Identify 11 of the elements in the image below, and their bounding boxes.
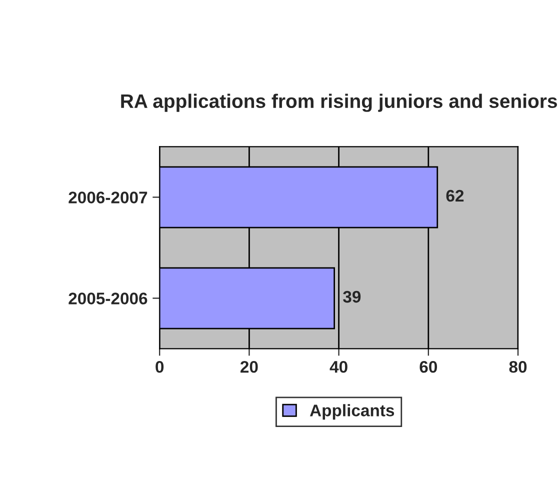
x-tick-label: 40 <box>330 360 348 373</box>
legend-label: Applicants <box>310 404 394 420</box>
x-tick-label: 80 <box>509 360 527 373</box>
chart-title: RA applications from rising juniors and seniors <box>121 94 557 112</box>
x-tick-label: 60 <box>420 360 437 373</box>
data-label: 39 <box>343 290 361 303</box>
x-tick-label: 0 <box>156 360 164 373</box>
y-tick-label: 2006-2007 <box>68 192 148 204</box>
x-tick-label: 20 <box>240 360 258 373</box>
data-label: 62 <box>446 190 464 202</box>
y-tick-label: 2005-2006 <box>68 292 148 304</box>
